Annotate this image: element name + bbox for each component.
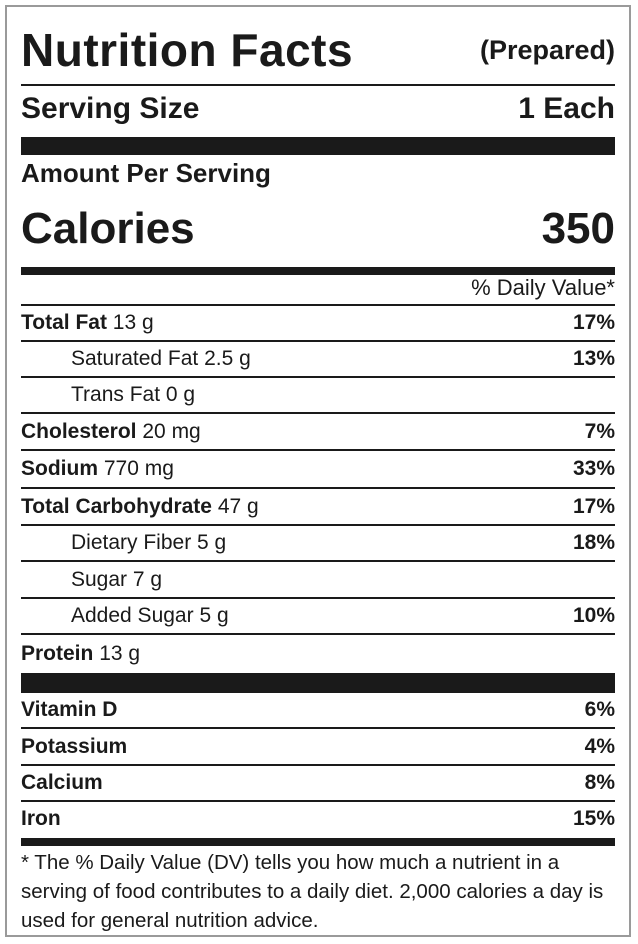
nutrient-daily-value: 13% [572, 347, 615, 370]
nutrient-row: Trans Fat 0 g [21, 378, 615, 412]
vitamin-name: Calcium [21, 771, 103, 794]
nutrient-label: Total Carbohydrate [21, 494, 212, 518]
divider-thin [21, 84, 615, 86]
nutrient-row: Dietary Fiber 5 g 18% [21, 526, 615, 560]
divider-thin [21, 560, 615, 562]
nutrient-amount: 7 g [132, 567, 163, 591]
divider-thin [21, 524, 615, 526]
label-title: Nutrition Facts [21, 24, 354, 76]
nutrient-row: Protein 13 g [21, 635, 615, 673]
nutrient-amount: 5 g [199, 604, 229, 627]
nutrient-daily-value: 17% [572, 494, 615, 518]
vitamin-name: Vitamin D [21, 698, 118, 721]
nutrient-label: Saturated Fat [71, 347, 199, 370]
serving-size-row: Serving Size 1 Each [21, 85, 615, 133]
nutrient-name: Protein 13 g [21, 642, 140, 666]
nutrient-name: Saturated Fat 2.5 g [71, 347, 251, 371]
nutrient-name: Added Sugar 5 g [71, 604, 229, 628]
vitamin-row: Iron 15% [21, 802, 615, 836]
nutrient-daily-value: 33% [572, 457, 615, 480]
divider-thick [21, 673, 615, 693]
vitamin-name: Potassium [21, 734, 128, 758]
vitamin-name: Iron [21, 807, 61, 830]
divider-medium [21, 838, 615, 846]
divider-thin [21, 340, 615, 342]
divider-thin [21, 376, 615, 378]
nutrient-amount: 770 mg [103, 457, 174, 480]
nutrient-label: Trans Fat [71, 383, 161, 406]
nutrient-name: Total Carbohydrate 47 g [21, 495, 259, 519]
nutrient-amount: 47 g [217, 494, 259, 518]
divider-thin [21, 764, 615, 766]
nutrient-name: Dietary Fiber 5 g [71, 531, 226, 555]
nutrient-daily-value: 10% [572, 604, 615, 627]
title-row: Nutrition Facts (Prepared) [21, 19, 615, 81]
divider-thin [21, 487, 615, 489]
nutrient-amount: 13 g [112, 311, 154, 334]
divider-thick [21, 137, 615, 155]
vitamin-row: Vitamin D 6% [21, 693, 615, 727]
vitamin-daily-value: 4% [584, 734, 615, 758]
serving-size-value: 1 Each [518, 92, 615, 125]
nutrient-label: Dietary Fiber [71, 531, 192, 554]
divider-medium [21, 267, 615, 275]
nutrient-amount: 13 g [99, 642, 141, 665]
vitamin-row: Calcium 8% [21, 766, 615, 800]
divider-thin [21, 597, 615, 599]
divider-thin [21, 304, 615, 306]
nutrient-daily-value: 7% [584, 419, 615, 443]
nutrient-name: Sodium 770 mg [21, 457, 174, 481]
nutrient-row: Sodium 770 mg 33% [21, 451, 615, 487]
nutrient-label: Sodium [21, 457, 98, 480]
nutrient-amount: 5 g [197, 531, 227, 554]
nutrient-name: Cholesterol 20 mg [21, 420, 201, 444]
nutrient-name: Trans Fat 0 g [71, 383, 195, 407]
vitamin-row: Potassium 4% [21, 729, 615, 764]
nutrient-row: Total Carbohydrate 47 g 17% [21, 489, 615, 524]
nutrient-daily-value: 18% [572, 531, 615, 554]
nutrient-label: Sugar [71, 567, 128, 591]
nutrient-amount: 20 mg [142, 419, 201, 443]
nutrition-facts-label: Nutrition Facts (Prepared) Serving Size … [5, 5, 631, 937]
daily-value-header: % Daily Value* [471, 275, 615, 300]
divider-thin [21, 412, 615, 414]
divider-thin [21, 727, 615, 729]
calories-label: Calories [21, 204, 195, 253]
nutrient-row: Cholesterol 20 mg 7% [21, 414, 615, 449]
calories-value: 350 [541, 204, 615, 253]
nutrient-name: Total Fat 13 g [21, 311, 154, 335]
label-content: Nutrition Facts (Prepared) Serving Size … [21, 7, 615, 935]
nutrient-amount: 2.5 g [204, 347, 251, 370]
nutrient-name: Sugar 7 g [71, 568, 162, 592]
nutrient-row: Saturated Fat 2.5 g 13% [21, 342, 615, 376]
divider-thin [21, 449, 615, 451]
nutrient-amount: 0 g [165, 383, 196, 406]
divider-thin [21, 800, 615, 802]
nutrient-row: Added Sugar 5 g 10% [21, 599, 615, 633]
serving-size-label: Serving Size [21, 92, 200, 125]
nutrient-label: Total Fat [21, 311, 107, 334]
vitamin-daily-value: 8% [584, 771, 615, 794]
nutrient-label: Added Sugar [71, 604, 194, 627]
divider-thin [21, 633, 615, 635]
nutrient-label: Protein [21, 642, 94, 665]
nutrient-row: Sugar 7 g [21, 562, 615, 597]
calories-row: Calories 350 [21, 197, 615, 261]
vitamin-daily-value: 6% [584, 698, 615, 721]
nutrient-label: Cholesterol [21, 419, 137, 443]
vitamin-daily-value: 15% [572, 807, 615, 830]
amount-per-serving: Amount Per Serving [21, 157, 271, 188]
footnote: * The % Daily Value (DV) tells you how m… [21, 851, 604, 932]
nutrient-row: Total Fat 13 g 17% [21, 306, 615, 340]
label-subtitle: (Prepared) [479, 34, 615, 65]
nutrient-daily-value: 17% [572, 311, 615, 334]
